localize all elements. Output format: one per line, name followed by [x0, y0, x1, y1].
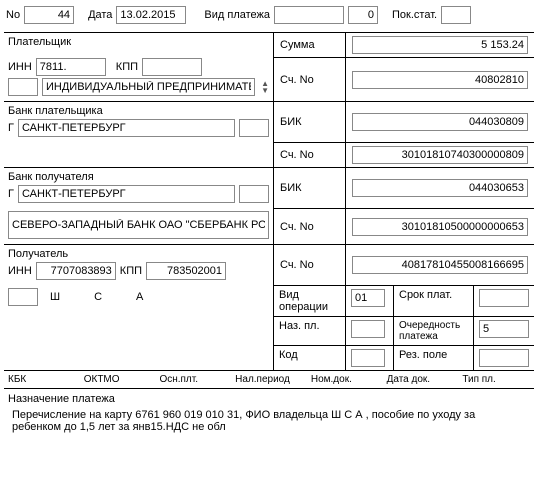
payer-inn-label: ИНН — [8, 61, 32, 73]
op-naz-input[interactable] — [351, 320, 385, 338]
recip-bank-name-input[interactable] — [8, 211, 269, 239]
recip-acct-label: Сч. No — [274, 245, 346, 285]
footer-data: Дата док. — [383, 374, 459, 385]
recip-bank-acct-label: Сч. No — [274, 209, 346, 244]
recip-kpp-label: КПП — [120, 265, 142, 277]
op-ocher-label: Очередность платежа — [399, 320, 468, 342]
stepper-icon[interactable]: ▲▼ — [261, 80, 269, 94]
payer-bank-extra-input[interactable] — [239, 119, 269, 137]
date-input[interactable] — [116, 6, 186, 24]
recip-bank-title: Банк получателя — [8, 171, 269, 183]
recip-bank-acct-input[interactable] — [352, 218, 528, 236]
op-rez-label: Рез. поле — [399, 349, 468, 361]
payer-code-input[interactable] — [8, 78, 38, 96]
footer-oktmo: ОКТМО — [80, 374, 156, 385]
purpose-title: Назначение платежа — [8, 393, 530, 405]
payer-kpp-input[interactable] — [142, 58, 202, 76]
op-kod-label: Код — [279, 349, 340, 361]
no-label: No — [6, 9, 20, 21]
payer-bik-label: БИК — [274, 102, 346, 142]
recip-inn-label: ИНН — [8, 265, 32, 277]
payer-name-input[interactable] — [42, 78, 255, 96]
op-ocher-input[interactable] — [479, 320, 529, 338]
no-input[interactable] — [24, 6, 74, 24]
footer-kbk: КБК — [4, 374, 80, 385]
status-label: Пок.стат. — [392, 9, 437, 21]
payer-bik-input[interactable] — [352, 113, 528, 131]
op-vid-label: Вид операции — [279, 289, 340, 313]
payer-bank-title: Банк плательщика — [8, 105, 269, 117]
op-srok-input[interactable] — [479, 289, 529, 307]
recip-extra2: С — [94, 291, 102, 303]
footer-osn: Осн.плт. — [155, 374, 231, 385]
recip-bik-input[interactable] — [352, 179, 528, 197]
recip-bank-prefix: Г — [8, 188, 14, 200]
recip-acct-input[interactable] — [352, 256, 528, 274]
recip-title: Получатель — [8, 248, 269, 260]
payer-bank-acct-label: Сч. No — [274, 143, 346, 167]
amount-input[interactable] — [352, 36, 528, 54]
zero-input[interactable] — [348, 6, 378, 24]
recip-kpp-input[interactable] — [146, 262, 226, 280]
payer-title: Плательщик — [8, 36, 269, 48]
payer-bank-acct-input[interactable] — [352, 146, 528, 164]
recip-extra3: А — [136, 291, 143, 303]
paytype-input[interactable] — [274, 6, 344, 24]
payer-inn-input[interactable] — [36, 58, 106, 76]
footer-tip: Тип пл. — [458, 374, 534, 385]
payer-bank-city-input[interactable] — [18, 119, 235, 137]
purpose-text: Перечисление на карту 6761 960 019 010 3… — [8, 409, 530, 433]
recip-bank-city-input[interactable] — [18, 185, 235, 203]
payer-kpp-label: КПП — [116, 61, 138, 73]
footer-nom: Ном.док. — [307, 374, 383, 385]
payer-acct-label: Сч. No — [274, 58, 346, 101]
recip-bank-extra-input[interactable] — [239, 185, 269, 203]
op-vid-input[interactable] — [351, 289, 385, 307]
op-rez-input[interactable] — [479, 349, 529, 367]
op-srok-label: Срок плат. — [399, 289, 468, 301]
amount-label: Сумма — [274, 33, 346, 57]
recip-bik-label: БИК — [274, 168, 346, 208]
footer-nal: Нал.период — [231, 374, 307, 385]
recip-code-input[interactable] — [8, 288, 38, 306]
status-input[interactable] — [441, 6, 471, 24]
payer-acct-input[interactable] — [352, 71, 528, 89]
op-naz-label: Наз. пл. — [279, 320, 340, 332]
payer-bank-prefix: Г — [8, 122, 14, 134]
paytype-label: Вид платежа — [204, 9, 270, 21]
op-kod-input[interactable] — [351, 349, 385, 367]
recip-inn-input[interactable] — [36, 262, 116, 280]
recip-extra1: Ш — [50, 291, 60, 303]
date-label: Дата — [88, 9, 112, 21]
